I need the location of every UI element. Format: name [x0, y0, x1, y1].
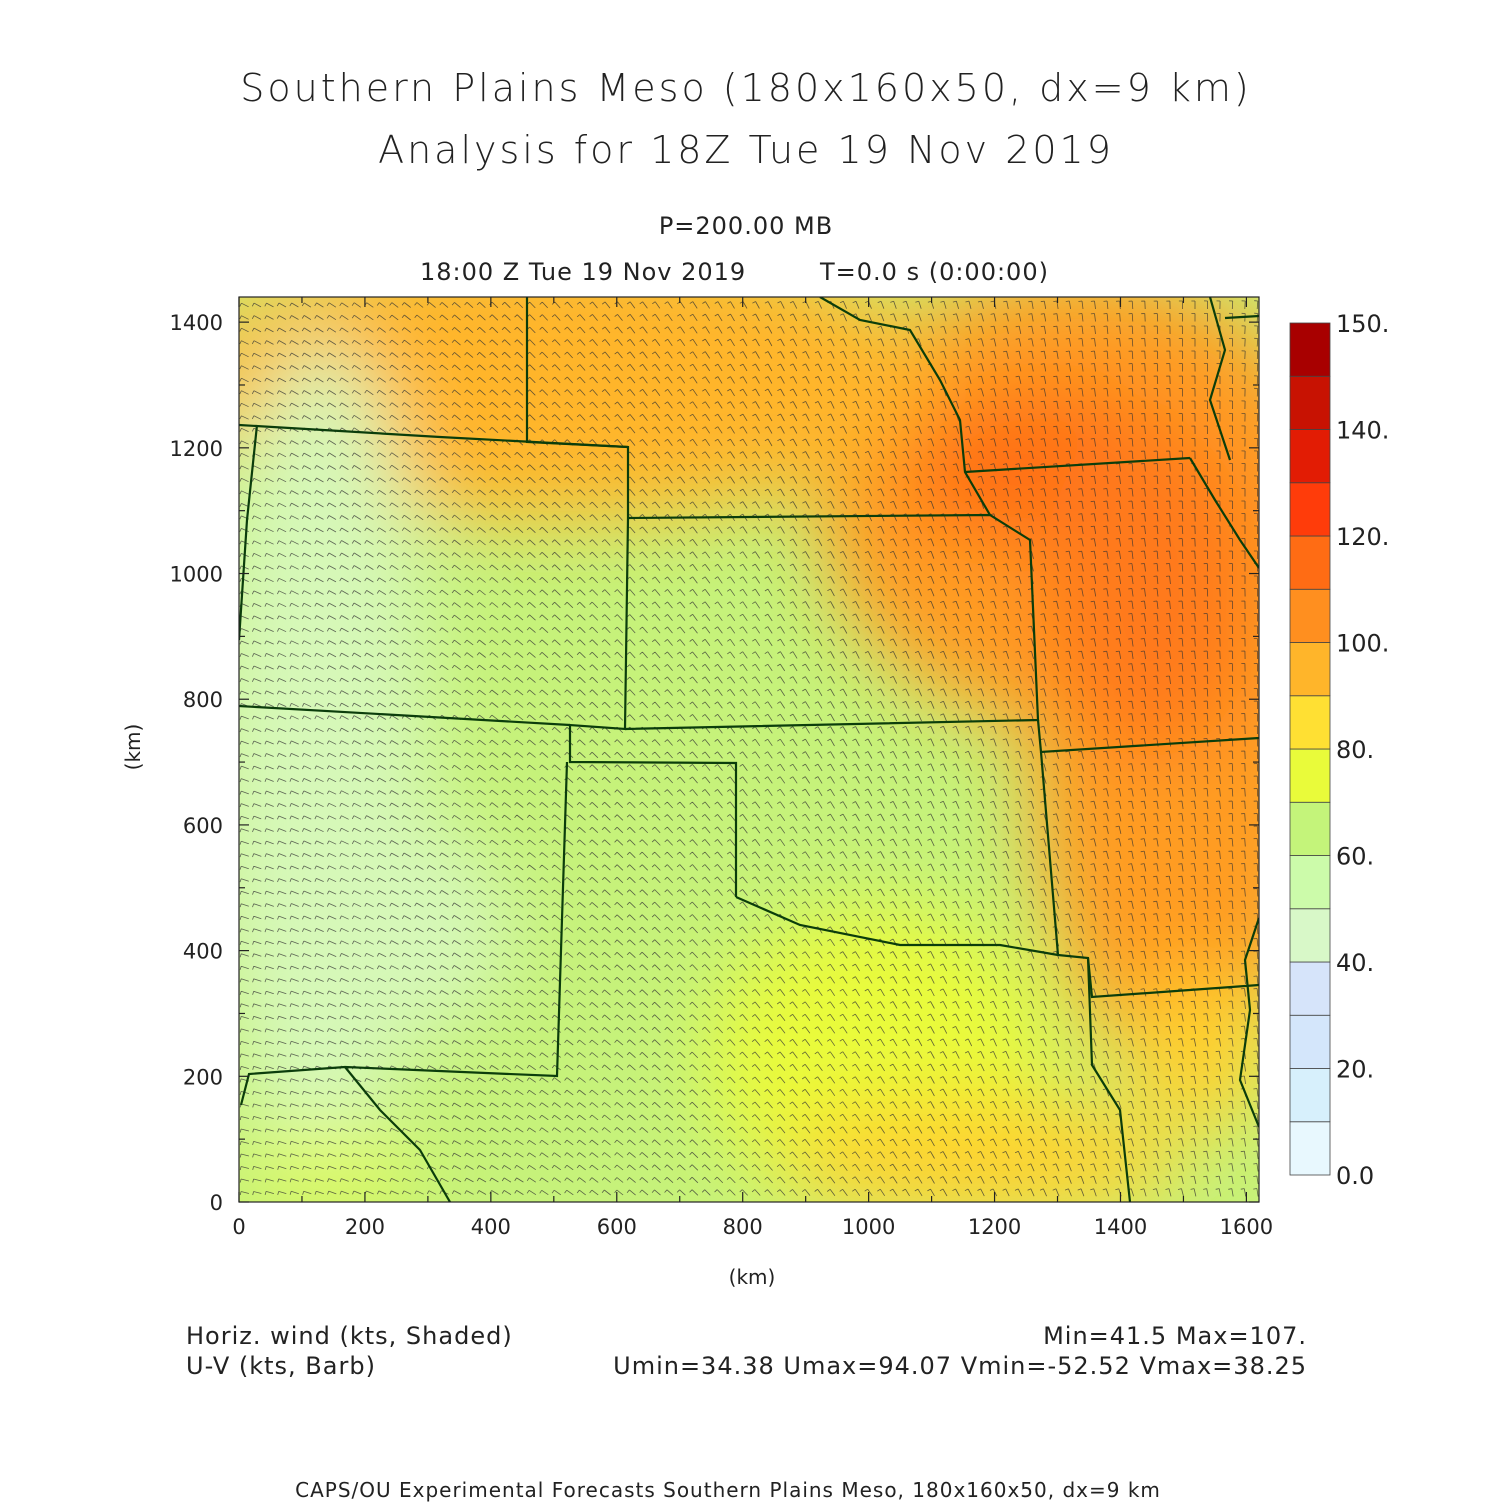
colorbar-label: 80. [1336, 736, 1374, 764]
x-tick-label: 0 [232, 1215, 245, 1239]
y-tick-label: 1200 [170, 437, 223, 461]
x-tick-label: 400 [471, 1215, 511, 1239]
colorbar-label: 60. [1336, 843, 1374, 871]
colorbar-swatch [1289, 855, 1331, 910]
colorbar-labels: 0.0 20. 40. 60. 80. 100. 120. 140. 150. [1336, 310, 1389, 1190]
wind-shading [239, 297, 1259, 1202]
state-borders [239, 297, 1259, 1202]
pressure-level: P=200.00 MB [658, 212, 834, 240]
colorbar-label: 40. [1336, 949, 1374, 977]
colorbar-swatch [1289, 1014, 1331, 1069]
colorbar-swatch [1289, 642, 1331, 697]
colorbar-label: 120. [1336, 523, 1389, 551]
colorbar-swatch [1289, 961, 1331, 1016]
x-tick-label: 800 [723, 1215, 763, 1239]
colorbar-swatch [1289, 1068, 1331, 1123]
x-tick-label: 1000 [842, 1215, 895, 1239]
colorbar-swatch [1289, 535, 1331, 590]
colorbar-swatch [1289, 588, 1331, 643]
y-axis-label: (km) [121, 724, 145, 771]
title-line-2: Analysis for 18Z Tue 19 Nov 2019 [378, 128, 1114, 172]
x-axis-label: (km) [729, 1265, 776, 1289]
stats-minmax: Min=41.5 Max=107. [1043, 1322, 1307, 1350]
plot-frame [238, 296, 1260, 1203]
field-name: Horiz. wind (kts, Shaded) [186, 1322, 513, 1350]
colorbar-label: 140. [1336, 417, 1389, 445]
y-tick-label: 1000 [170, 563, 223, 587]
y-tick-label: 200 [183, 1065, 223, 1089]
y-tick-label: 800 [183, 688, 223, 712]
elapsed-time: T=0.0 s (0:00:00) [820, 258, 1049, 286]
x-tick-label: 600 [597, 1215, 637, 1239]
colorbar [1289, 322, 1331, 1176]
y-tick-label: 1400 [170, 311, 223, 335]
wind-barbs [239, 300, 1259, 1197]
colorbar-label: 20. [1336, 1056, 1374, 1084]
colorbar-swatch [1289, 322, 1331, 377]
colorbar-label: 150. [1336, 310, 1389, 338]
valid-time: 18:00 Z Tue 19 Nov 2019 [420, 258, 747, 286]
colorbar-swatch [1289, 748, 1331, 803]
y-tick-label: 400 [183, 940, 223, 964]
x-tick-label: 200 [345, 1215, 385, 1239]
stats-uv: Umin=34.38 Umax=94.07 Vmin=-52.52 Vmax=3… [613, 1352, 1307, 1380]
x-tick-labels: 0 200 400 600 800 1000 1200 1400 1600 [232, 1215, 1273, 1239]
colorbar-label: 0.0 [1336, 1162, 1374, 1190]
y-tick-label: 600 [183, 814, 223, 838]
y-tick-labels: 0 200 400 600 800 1000 1200 1400 [170, 311, 223, 1215]
colorbar-swatch [1289, 801, 1331, 856]
vector-name: U-V (kts, Barb) [186, 1352, 376, 1380]
colorbar-swatch [1289, 695, 1331, 750]
y-tick-label: 0 [210, 1191, 223, 1215]
x-tick-label: 1600 [1220, 1215, 1273, 1239]
axis-ticks [238, 297, 1259, 1203]
footer-credit: CAPS/OU Experimental Forecasts Southern … [295, 1478, 1161, 1502]
colorbar-swatch [1289, 1121, 1331, 1176]
title-line-1: Southern Plains Meso (180x160x50, dx=9 k… [240, 66, 1252, 110]
colorbar-swatch [1289, 429, 1331, 484]
x-tick-label: 1400 [1094, 1215, 1147, 1239]
colorbar-swatch [1289, 375, 1331, 430]
barb-field [239, 300, 1259, 1197]
colorbar-swatch [1289, 482, 1331, 537]
x-tick-label: 1200 [968, 1215, 1021, 1239]
colorbar-label: 100. [1336, 630, 1389, 658]
colorbar-swatch [1289, 908, 1331, 963]
